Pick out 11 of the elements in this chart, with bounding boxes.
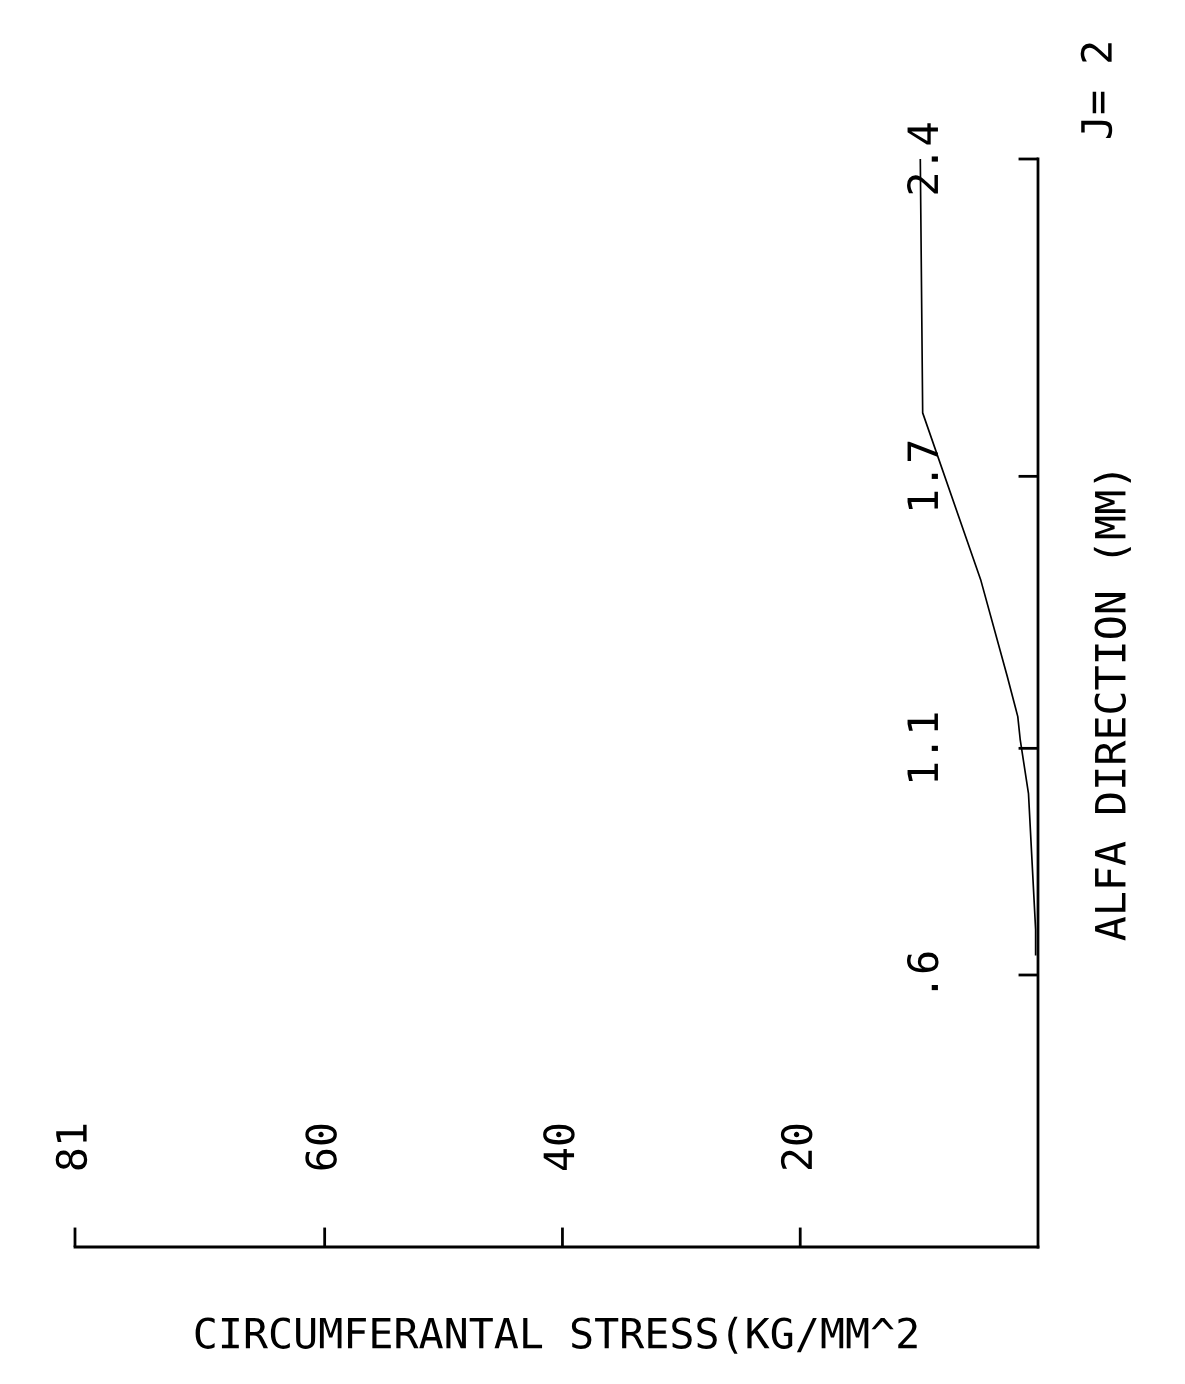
text: J= 2 <box>1080 43 1113 138</box>
y-axis-title: ALFA DIRECTION (MM) <box>1093 473 1131 941</box>
x-tick-label: 20 <box>780 1124 813 1170</box>
y-tick-label: 1.7 <box>907 441 938 509</box>
x-tick-label: 60 <box>305 1124 337 1170</box>
x-tick-label: 40 <box>543 1124 575 1171</box>
x-axis-title: CIRCUMFERANTAL STRESS(KG/MM^2 <box>195 1316 917 1354</box>
y-tick-label: 2.4 <box>907 123 938 194</box>
y-tick-label: .6 <box>907 952 939 991</box>
x-tick-label: 81 <box>55 1124 88 1170</box>
y-tick-label: 1.1 <box>907 713 938 781</box>
